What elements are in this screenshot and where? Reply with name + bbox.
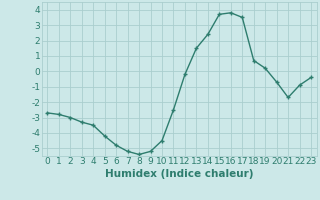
X-axis label: Humidex (Indice chaleur): Humidex (Indice chaleur)	[105, 169, 253, 179]
